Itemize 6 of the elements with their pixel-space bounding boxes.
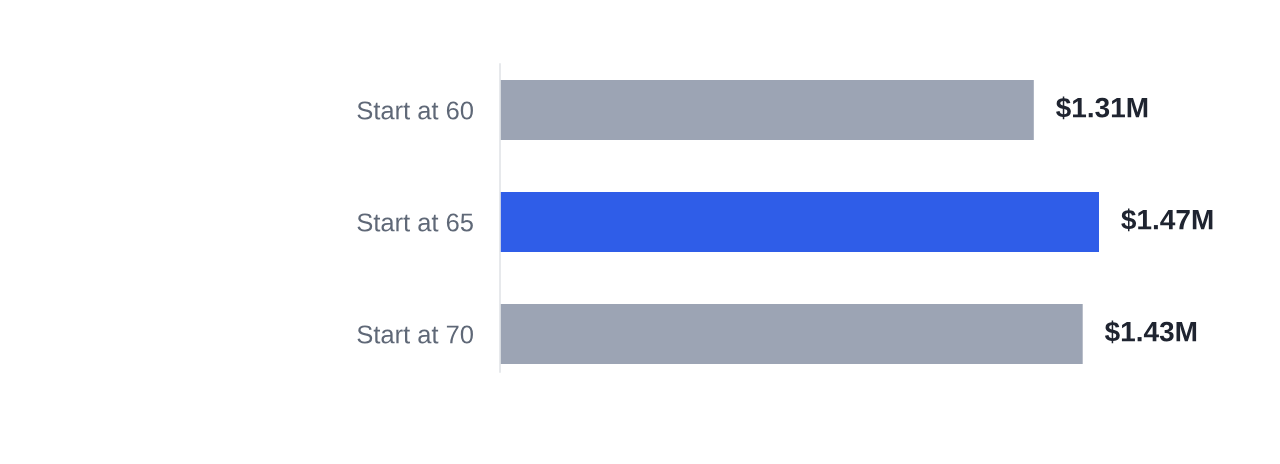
y-tick-label: Start at 60 — [357, 101, 473, 120]
y-tick-label: Start at 70 — [357, 325, 473, 344]
data-label: $1.43M — [1104, 320, 1197, 344]
data-label: $1.31M — [1056, 96, 1148, 120]
data-label: $1.47M — [1121, 208, 1213, 232]
y-tick-label: Start at 65 — [357, 213, 473, 232]
